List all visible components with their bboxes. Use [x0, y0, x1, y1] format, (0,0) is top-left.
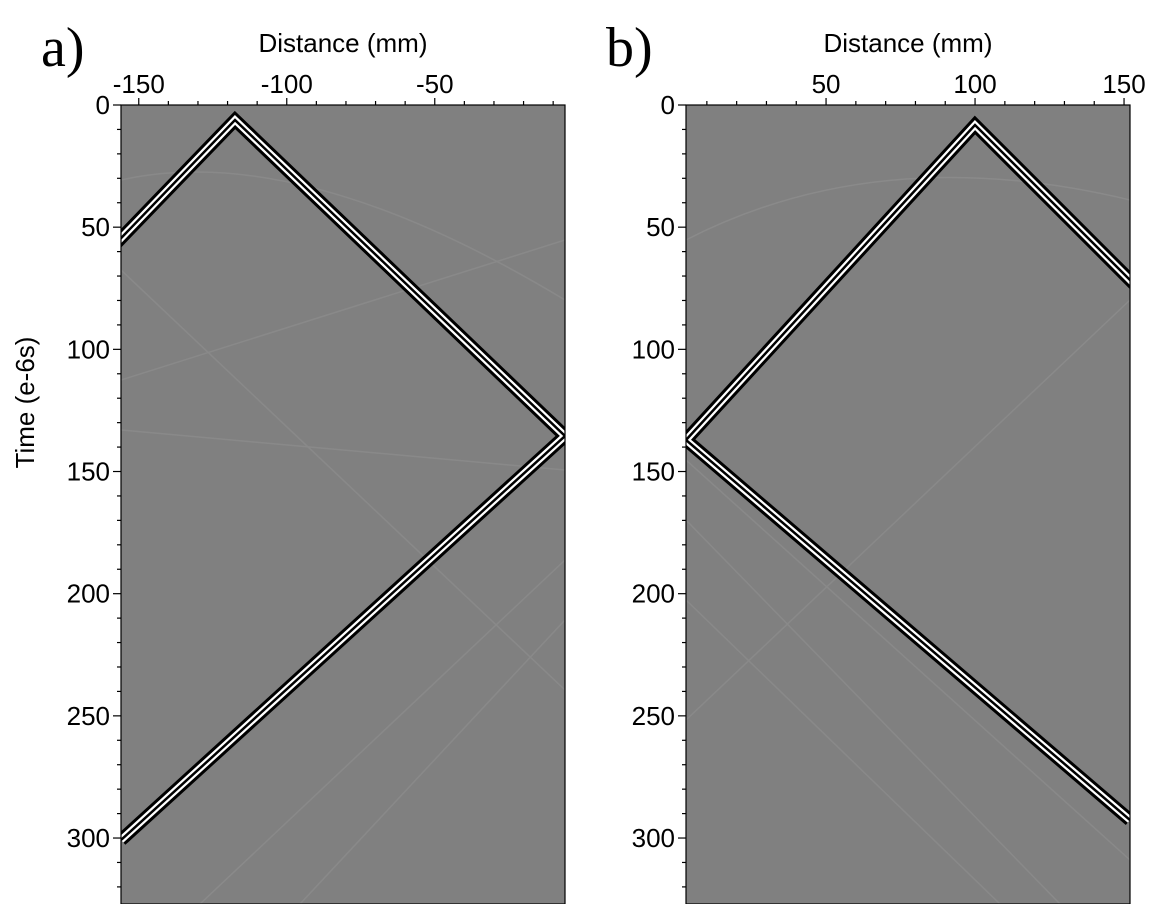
y-tick-label: 150 — [632, 457, 675, 487]
y-tick-label: 100 — [67, 334, 110, 364]
y-tick-label: 300 — [67, 823, 110, 853]
x-tick-label: 150 — [1102, 69, 1145, 99]
y-tick-label: 200 — [632, 579, 675, 609]
y-tick-label: 0 — [96, 90, 110, 120]
x-axis-title: Distance (mm) — [258, 28, 427, 58]
y-tick-label: 200 — [67, 579, 110, 609]
plot-frame — [120, 104, 566, 904]
x-axis-title: Distance (mm) — [823, 28, 992, 58]
x-tick-label: 50 — [812, 69, 841, 99]
y-tick-label: 250 — [67, 701, 110, 731]
y-tick-label: 50 — [81, 212, 110, 242]
y-tick-label: 50 — [646, 212, 675, 242]
x-tick-label: -50 — [416, 69, 454, 99]
x-tick-label: -100 — [261, 69, 313, 99]
y-tick-label: 300 — [632, 823, 675, 853]
panel-b-image — [686, 105, 1130, 904]
x-tick-label: 100 — [953, 69, 996, 99]
plot-frame — [685, 104, 1131, 904]
y-tick-label: 250 — [632, 701, 675, 731]
y-tick-label: 0 — [661, 90, 675, 120]
panel-a-image — [121, 105, 565, 904]
x-tick-label: -150 — [113, 69, 165, 99]
y-tick-label: 150 — [67, 457, 110, 487]
panel-label: b) — [606, 17, 653, 79]
y-axis-title: Time (e-6s) — [10, 337, 40, 469]
panel-label: a) — [41, 17, 85, 79]
y-tick-label: 100 — [632, 334, 675, 364]
